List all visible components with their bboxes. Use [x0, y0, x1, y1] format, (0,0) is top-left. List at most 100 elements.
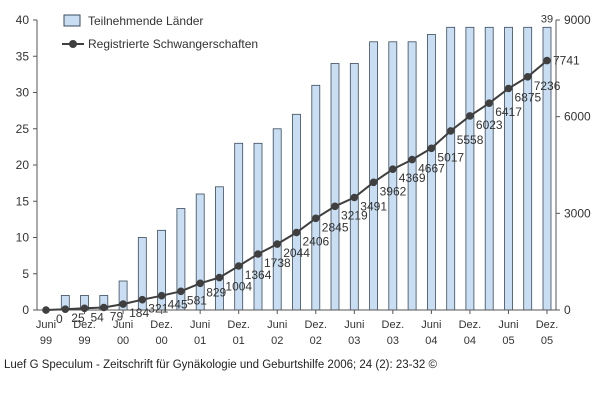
- line-data-label: 54: [91, 310, 105, 324]
- line-point: [119, 300, 127, 308]
- x-tick-label: Juni: [113, 319, 133, 331]
- x-tick-label: Dez.: [150, 319, 173, 331]
- line-point: [350, 193, 359, 202]
- line-point: [234, 262, 243, 270]
- x-tick-label: Dez.: [304, 319, 327, 331]
- line-data-label: 4667: [418, 162, 445, 176]
- x-tick-label: 00: [117, 335, 129, 347]
- bar: [311, 84, 321, 311]
- line-point: [196, 279, 204, 288]
- line-point: [292, 228, 301, 237]
- line-data-label: 7236: [534, 79, 561, 93]
- line-point: [466, 112, 474, 120]
- x-tick-label: 05: [541, 335, 553, 347]
- x-tick-label: 04: [425, 335, 437, 347]
- line-data-label: 5017: [437, 150, 464, 164]
- bar: [446, 26, 456, 311]
- combo-chart: 39 05101520253035400300060009000Juni99De…: [16, 13, 591, 347]
- ticks-group: 05101520253035400300060009000Juni99Dez.9…: [16, 13, 591, 347]
- line-point: [523, 73, 532, 81]
- bar: [253, 142, 263, 311]
- line-point: [254, 250, 262, 258]
- line-point: [100, 303, 108, 312]
- line-point: [369, 178, 378, 187]
- line-point: [42, 306, 50, 314]
- x-tick-label: Juni: [190, 319, 210, 331]
- line-point: [80, 304, 89, 313]
- bar: [272, 128, 282, 311]
- x-tick-label: Juni: [36, 319, 56, 331]
- bars-group: 39: [60, 13, 553, 311]
- y-left-tick-label: 5: [22, 267, 29, 281]
- line-data-label: 6023: [476, 118, 503, 132]
- line-data-label: 3962: [380, 184, 407, 198]
- legend: Teilnehmende Länder Registrierte Schwang…: [62, 14, 258, 51]
- line-data-label: 1738: [264, 256, 291, 270]
- line-data-label: 829: [206, 285, 226, 299]
- y-left-tick-label: 30: [16, 86, 30, 100]
- line-data-label: 7741: [553, 54, 580, 68]
- x-tick-label: 03: [387, 335, 399, 347]
- y-right-tick-label: 6000: [564, 110, 591, 124]
- x-tick-label: Dez.: [382, 319, 405, 331]
- bar: [330, 63, 340, 311]
- legend-bar-label: Teilnehmende Länder: [88, 14, 203, 28]
- line-point: [61, 305, 70, 314]
- line-point: [543, 56, 551, 65]
- y-left-tick-label: 15: [16, 194, 30, 208]
- line-point: [177, 287, 185, 296]
- y-right-tick-label: 9000: [564, 13, 591, 27]
- line-point: [312, 214, 320, 223]
- x-tick-label: 00: [155, 335, 167, 347]
- x-tick-label: Dez.: [459, 319, 482, 331]
- bar: [523, 26, 533, 311]
- line-data-label: 2406: [303, 235, 330, 249]
- line-data-label: 1004: [225, 280, 252, 294]
- x-tick-label: Juni: [421, 319, 441, 331]
- y-right-tick-label: 0: [564, 303, 571, 317]
- y-right-tick-label: 3000: [564, 206, 591, 220]
- line-data-label: 0: [56, 312, 63, 326]
- line-data-label: 2044: [283, 246, 310, 260]
- x-tick-label: 04: [464, 335, 476, 347]
- line-data-label: 184: [129, 306, 149, 320]
- x-tick-label: 05: [502, 335, 514, 347]
- legend-line-marker: [69, 40, 77, 48]
- line-point: [215, 273, 224, 282]
- x-tick-label: 02: [310, 335, 322, 347]
- x-tick-label: 99: [78, 335, 90, 347]
- bar-data-label: 39: [541, 13, 553, 25]
- line-data-label: 2845: [322, 220, 349, 234]
- line-point: [504, 84, 513, 93]
- line-data-label: 1364: [245, 268, 272, 282]
- line-data-label: 581: [187, 293, 207, 307]
- line-point: [389, 165, 397, 173]
- line-data-label: 3219: [341, 208, 368, 222]
- y-left-tick-label: 20: [16, 158, 30, 172]
- x-tick-label: 01: [194, 335, 206, 347]
- bar: [349, 63, 359, 311]
- x-tick-label: 03: [348, 335, 360, 347]
- y-left-tick-label: 35: [16, 49, 30, 63]
- line-point: [408, 155, 416, 164]
- bar: [465, 26, 475, 311]
- line-data-label: 6417: [495, 105, 522, 119]
- line-data-label: 445: [168, 298, 188, 312]
- line-data-label: 4369: [399, 171, 426, 185]
- y-left-tick-label: 25: [16, 122, 30, 136]
- bar: [369, 41, 379, 311]
- x-tick-label: Dez.: [73, 319, 96, 331]
- line-point: [273, 240, 282, 248]
- bar: [484, 26, 494, 311]
- line-data-label: 5558: [457, 133, 484, 147]
- bar: [292, 113, 301, 311]
- source-caption: Luef G Speculum - Zeitschrift für Gynäko…: [4, 359, 437, 371]
- line-data-label: 25: [71, 311, 85, 325]
- line-point: [157, 291, 166, 300]
- legend-line-label: Registrierte Schwangerschaften: [88, 37, 258, 51]
- bar: [504, 26, 513, 311]
- x-tick-label: Dez.: [536, 319, 559, 331]
- x-tick-label: 01: [233, 335, 245, 347]
- line-data-label: 3491: [360, 200, 387, 214]
- x-tick-label: Dez.: [227, 319, 250, 331]
